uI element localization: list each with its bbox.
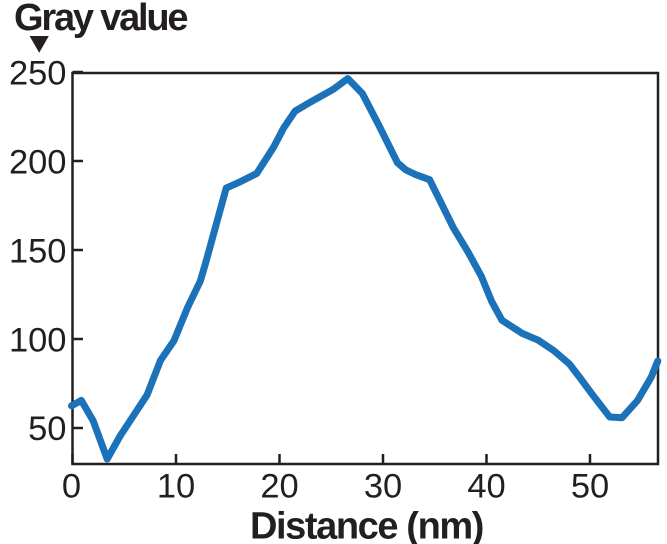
- svg-text:0: 0: [62, 468, 81, 506]
- svg-text:Gray value: Gray value: [14, 0, 187, 39]
- svg-text:50: 50: [571, 468, 609, 506]
- svg-text:150: 150: [9, 233, 67, 271]
- svg-text:Distance (nm): Distance (nm): [250, 506, 483, 544]
- svg-text:30: 30: [364, 468, 402, 506]
- svg-text:50: 50: [28, 410, 66, 448]
- svg-text:100: 100: [9, 322, 67, 360]
- svg-text:40: 40: [467, 468, 505, 506]
- svg-text:10: 10: [157, 468, 195, 506]
- svg-text:250: 250: [9, 55, 67, 93]
- svg-text:20: 20: [260, 468, 298, 506]
- svg-text:200: 200: [9, 144, 67, 182]
